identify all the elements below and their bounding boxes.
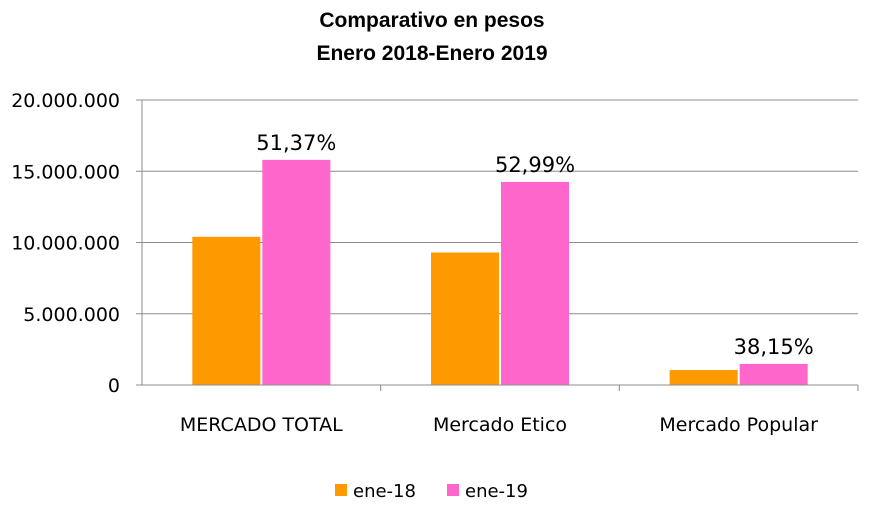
y-tick-label: 20.000.000 xyxy=(11,90,120,112)
y-axis-ticks: 0 5.000.000 10.000.000 15.000.000 20.000.000 xyxy=(11,90,142,397)
bar-ene-18-1 xyxy=(192,236,261,385)
chart-title-line-2: Enero 2018-Enero 2019 xyxy=(316,42,547,65)
category-label: Mercado Popular xyxy=(659,414,818,436)
data-label: 38,15% xyxy=(734,335,814,359)
legend-label: ene-19 xyxy=(465,481,528,502)
legend-swatch-ene-19 xyxy=(447,484,459,496)
data-label: 51,37% xyxy=(256,131,336,155)
chart-title-line-1: Comparativo en pesos xyxy=(319,9,544,32)
bar-ene-18-3 xyxy=(669,370,738,385)
y-tick-label: 0 xyxy=(108,375,120,397)
bar-ene-19-2 xyxy=(501,181,569,385)
bar-ene-19-1 xyxy=(262,159,331,385)
category-label: Mercado Etico xyxy=(433,414,567,436)
category-labels: MERCADO TOTAL Mercado Etico Mercado Popula… xyxy=(180,414,818,436)
y-tick-label: 5.000.000 xyxy=(23,304,120,326)
category-label: MERCADO TOTAL xyxy=(180,414,343,436)
data-labels: 51,37% 52,99% 38,15% xyxy=(256,131,813,359)
bars xyxy=(192,159,808,385)
bar-ene-19-3 xyxy=(739,363,808,385)
legend-label: ene-18 xyxy=(353,481,416,502)
y-tick-label: 15.000.000 xyxy=(11,161,120,183)
gridlines xyxy=(142,99,858,315)
y-tick-label: 10.000.000 xyxy=(11,233,120,255)
bar-ene-18-2 xyxy=(431,252,499,385)
legend: ene-18 ene-19 xyxy=(335,481,528,502)
axes xyxy=(141,100,859,391)
legend-swatch-ene-18 xyxy=(335,484,347,496)
data-label: 52,99% xyxy=(495,153,575,177)
